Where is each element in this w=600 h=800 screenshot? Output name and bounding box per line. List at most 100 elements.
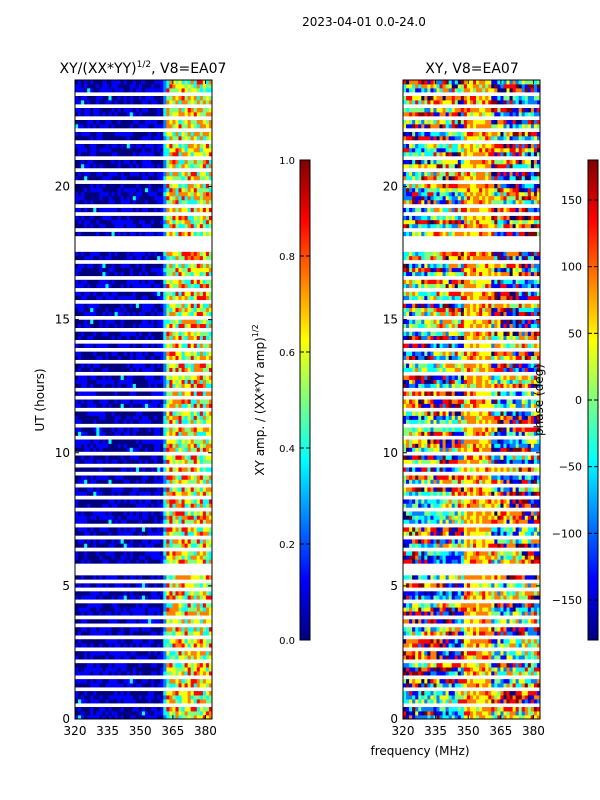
amp-cell	[126, 147, 131, 153]
amp-cell	[184, 655, 189, 660]
amp-cell	[157, 207, 161, 213]
amp-cell	[184, 323, 189, 329]
amp-cell	[141, 403, 146, 408]
amp-cell	[105, 363, 109, 368]
amp-cell	[202, 707, 207, 712]
amp-cell	[75, 267, 79, 273]
amp-cell	[193, 343, 198, 348]
amp-cell	[187, 539, 192, 544]
amp-cell	[141, 419, 146, 424]
amp-cell	[126, 379, 131, 384]
amp-cell	[196, 611, 201, 616]
amp-cell	[184, 147, 189, 153]
amp-cell	[145, 491, 149, 496]
amp-cell	[120, 439, 125, 444]
amp-cell	[166, 303, 170, 309]
amp-cell	[187, 711, 192, 716]
amp-cell	[90, 607, 94, 612]
amp-cell	[157, 655, 161, 660]
amp-cell	[148, 559, 152, 564]
amp-cell	[193, 503, 198, 508]
amp-cell	[175, 131, 179, 137]
amp-cell	[114, 383, 119, 388]
amp-cell	[199, 99, 204, 105]
amp-cell	[93, 663, 97, 668]
amp-cell	[205, 715, 210, 720]
amp-heatmap-row	[75, 223, 213, 229]
amp-cell	[202, 147, 207, 153]
amp-cell	[84, 443, 88, 448]
amp-cell	[184, 351, 189, 356]
amp-cell	[117, 147, 122, 153]
amp-cell	[93, 499, 97, 504]
amp-cell	[163, 215, 167, 221]
amp-cell	[184, 111, 189, 117]
amp-cell	[190, 335, 195, 340]
amp-cell	[181, 143, 185, 149]
amp-cell	[135, 651, 140, 656]
amp-cell	[160, 375, 164, 380]
amp-cell	[181, 619, 185, 624]
amp-cell	[90, 603, 94, 608]
amp-cell	[208, 591, 213, 596]
amp-cell	[184, 415, 189, 420]
amp-cell	[120, 427, 125, 432]
amp-cell	[202, 343, 207, 348]
amp-cell	[208, 375, 213, 380]
amp-cell	[154, 667, 158, 672]
amp-cell	[87, 699, 91, 704]
amp-cell	[99, 591, 103, 596]
amp-heatmap-row	[75, 575, 213, 580]
amp-cell	[208, 403, 213, 408]
amp-cell	[148, 267, 152, 273]
amp-cell	[111, 251, 115, 257]
amp-cell	[175, 543, 179, 548]
amp-cell	[120, 711, 125, 716]
amp-cell	[132, 171, 137, 177]
amp-cell	[114, 251, 119, 257]
amp-cell	[93, 699, 97, 704]
amp-cell	[160, 303, 164, 309]
amp-cell	[178, 183, 182, 189]
amp-heatmap-row	[75, 459, 213, 464]
amp-cell	[135, 475, 140, 480]
amp-cell	[151, 219, 155, 225]
amp-cell	[160, 439, 164, 444]
amp-cell	[81, 555, 85, 560]
amp-cell	[141, 367, 146, 372]
amp-cell	[181, 583, 185, 588]
amp-cell	[208, 691, 213, 696]
amp-heatmap-row	[75, 667, 213, 672]
amp-cell	[96, 99, 100, 105]
amp-cell	[184, 363, 189, 368]
amp-cell	[199, 383, 204, 388]
amp-cell	[132, 83, 137, 89]
amp-cell	[105, 367, 109, 372]
amp-cell	[87, 159, 91, 165]
amp-cell	[205, 163, 210, 169]
amp-cell	[169, 531, 173, 536]
amp-cell	[108, 619, 112, 624]
amp-cell	[129, 95, 134, 101]
amp-cell	[99, 443, 103, 448]
amp-cell	[181, 595, 185, 600]
amp-cell	[105, 383, 109, 388]
amp-cell	[141, 331, 146, 336]
amp-cell	[99, 95, 103, 101]
amp-cell	[172, 187, 176, 193]
amp-cell	[151, 447, 155, 452]
amp-cell	[187, 187, 192, 193]
amp-cell	[87, 251, 91, 257]
amp-cell	[93, 207, 97, 213]
amp-cell	[208, 207, 213, 213]
amp-cell	[129, 671, 134, 676]
amp-cell	[151, 607, 155, 612]
amp-cell	[93, 351, 97, 356]
amp-cell	[138, 607, 143, 612]
amp-cell	[193, 459, 198, 464]
amp-cell	[154, 231, 158, 237]
amp-cell	[154, 691, 158, 696]
amp-cell	[148, 555, 152, 560]
amp-cell	[78, 223, 82, 229]
